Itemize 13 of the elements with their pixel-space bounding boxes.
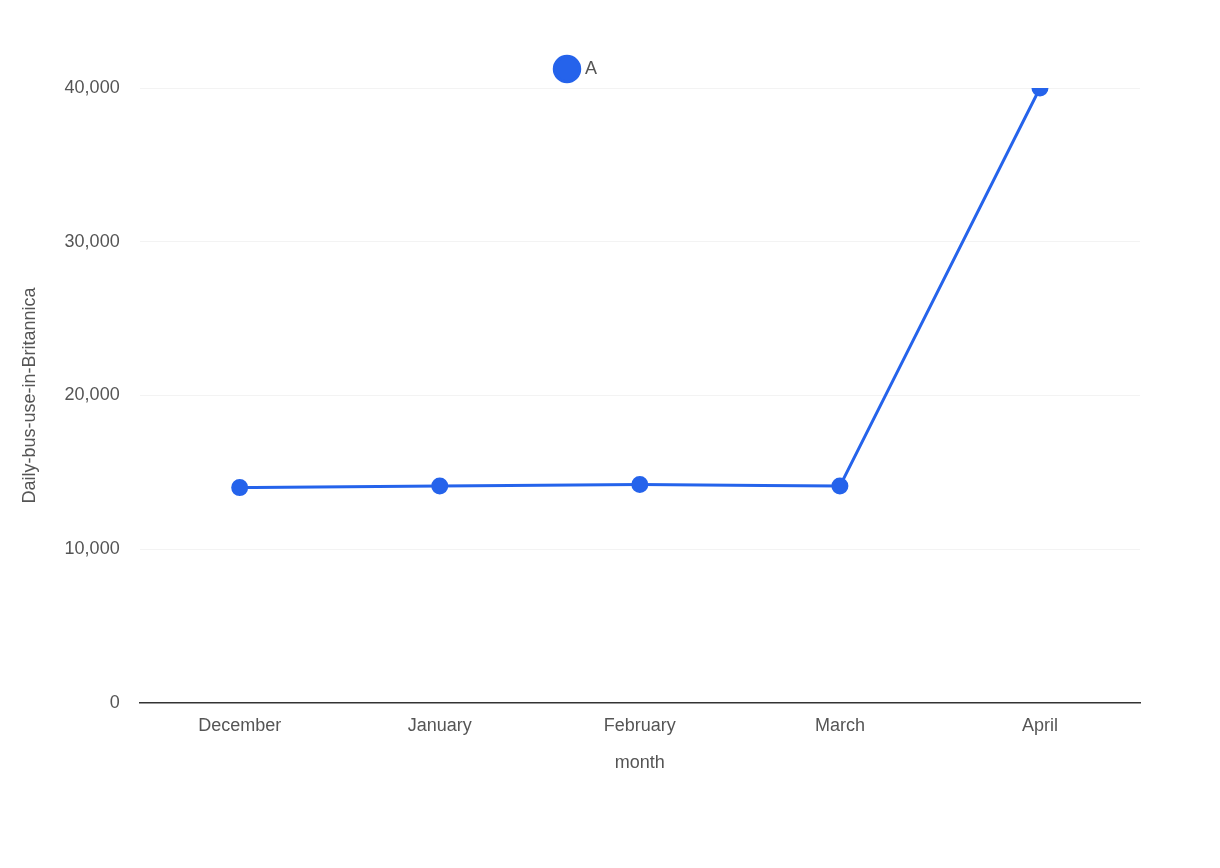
x-tick-label: April <box>1021 714 1058 735</box>
y-tick-label: 20,000 <box>64 384 120 405</box>
x-tick-label: March <box>814 714 865 735</box>
y-tick-label: 0 <box>109 691 120 712</box>
x-axis-title: month <box>614 752 665 773</box>
y-axis-title: Daily-bus-use-in-Britannica <box>18 286 39 504</box>
x-tick-label: February <box>603 714 676 735</box>
y-tick-label: 30,000 <box>64 230 120 251</box>
x-tick-label: January <box>407 714 472 735</box>
legend-label: A <box>585 57 598 78</box>
y-tick-label: 40,000 <box>64 76 120 97</box>
x-tick-label: December <box>198 714 282 735</box>
y-tick-label: 10,000 <box>64 538 120 559</box>
